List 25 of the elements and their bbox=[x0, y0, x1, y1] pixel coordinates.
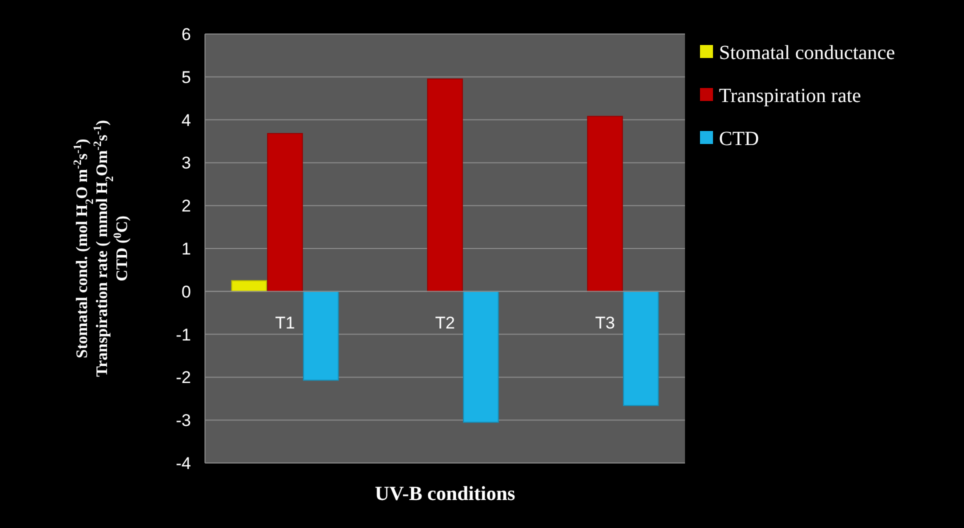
y-tick-label: -2 bbox=[176, 368, 191, 388]
bar bbox=[622, 290, 659, 406]
y-tick-label: 4 bbox=[182, 110, 191, 130]
legend-label: Transpiration rate bbox=[719, 85, 862, 107]
y-tick-label: -4 bbox=[176, 454, 191, 473]
legend-label: Stomatal conductance bbox=[719, 42, 896, 64]
x-axis-title: UV-B conditions bbox=[374, 483, 516, 505]
bar bbox=[462, 290, 499, 423]
legend-label: CTD bbox=[719, 128, 759, 150]
y-tick-label: -1 bbox=[176, 325, 191, 344]
x-tick-label: T3 bbox=[595, 313, 615, 332]
y-tick-label: -3 bbox=[176, 411, 191, 430]
y-tick-label: 1 bbox=[182, 239, 191, 258]
bar bbox=[587, 116, 623, 292]
y-tick-label: 0 bbox=[182, 282, 191, 302]
x-tick-label: T2 bbox=[435, 313, 455, 332]
bar bbox=[302, 290, 339, 381]
y-tick-label: 6 bbox=[182, 24, 191, 44]
bar bbox=[427, 78, 463, 292]
y-tick-label: 5 bbox=[182, 68, 191, 87]
bar bbox=[267, 133, 303, 292]
x-tick-label: T1 bbox=[275, 313, 295, 332]
y-tick-label: 3 bbox=[182, 154, 191, 173]
y-tick-label: 2 bbox=[182, 196, 191, 216]
bar bbox=[231, 280, 268, 292]
